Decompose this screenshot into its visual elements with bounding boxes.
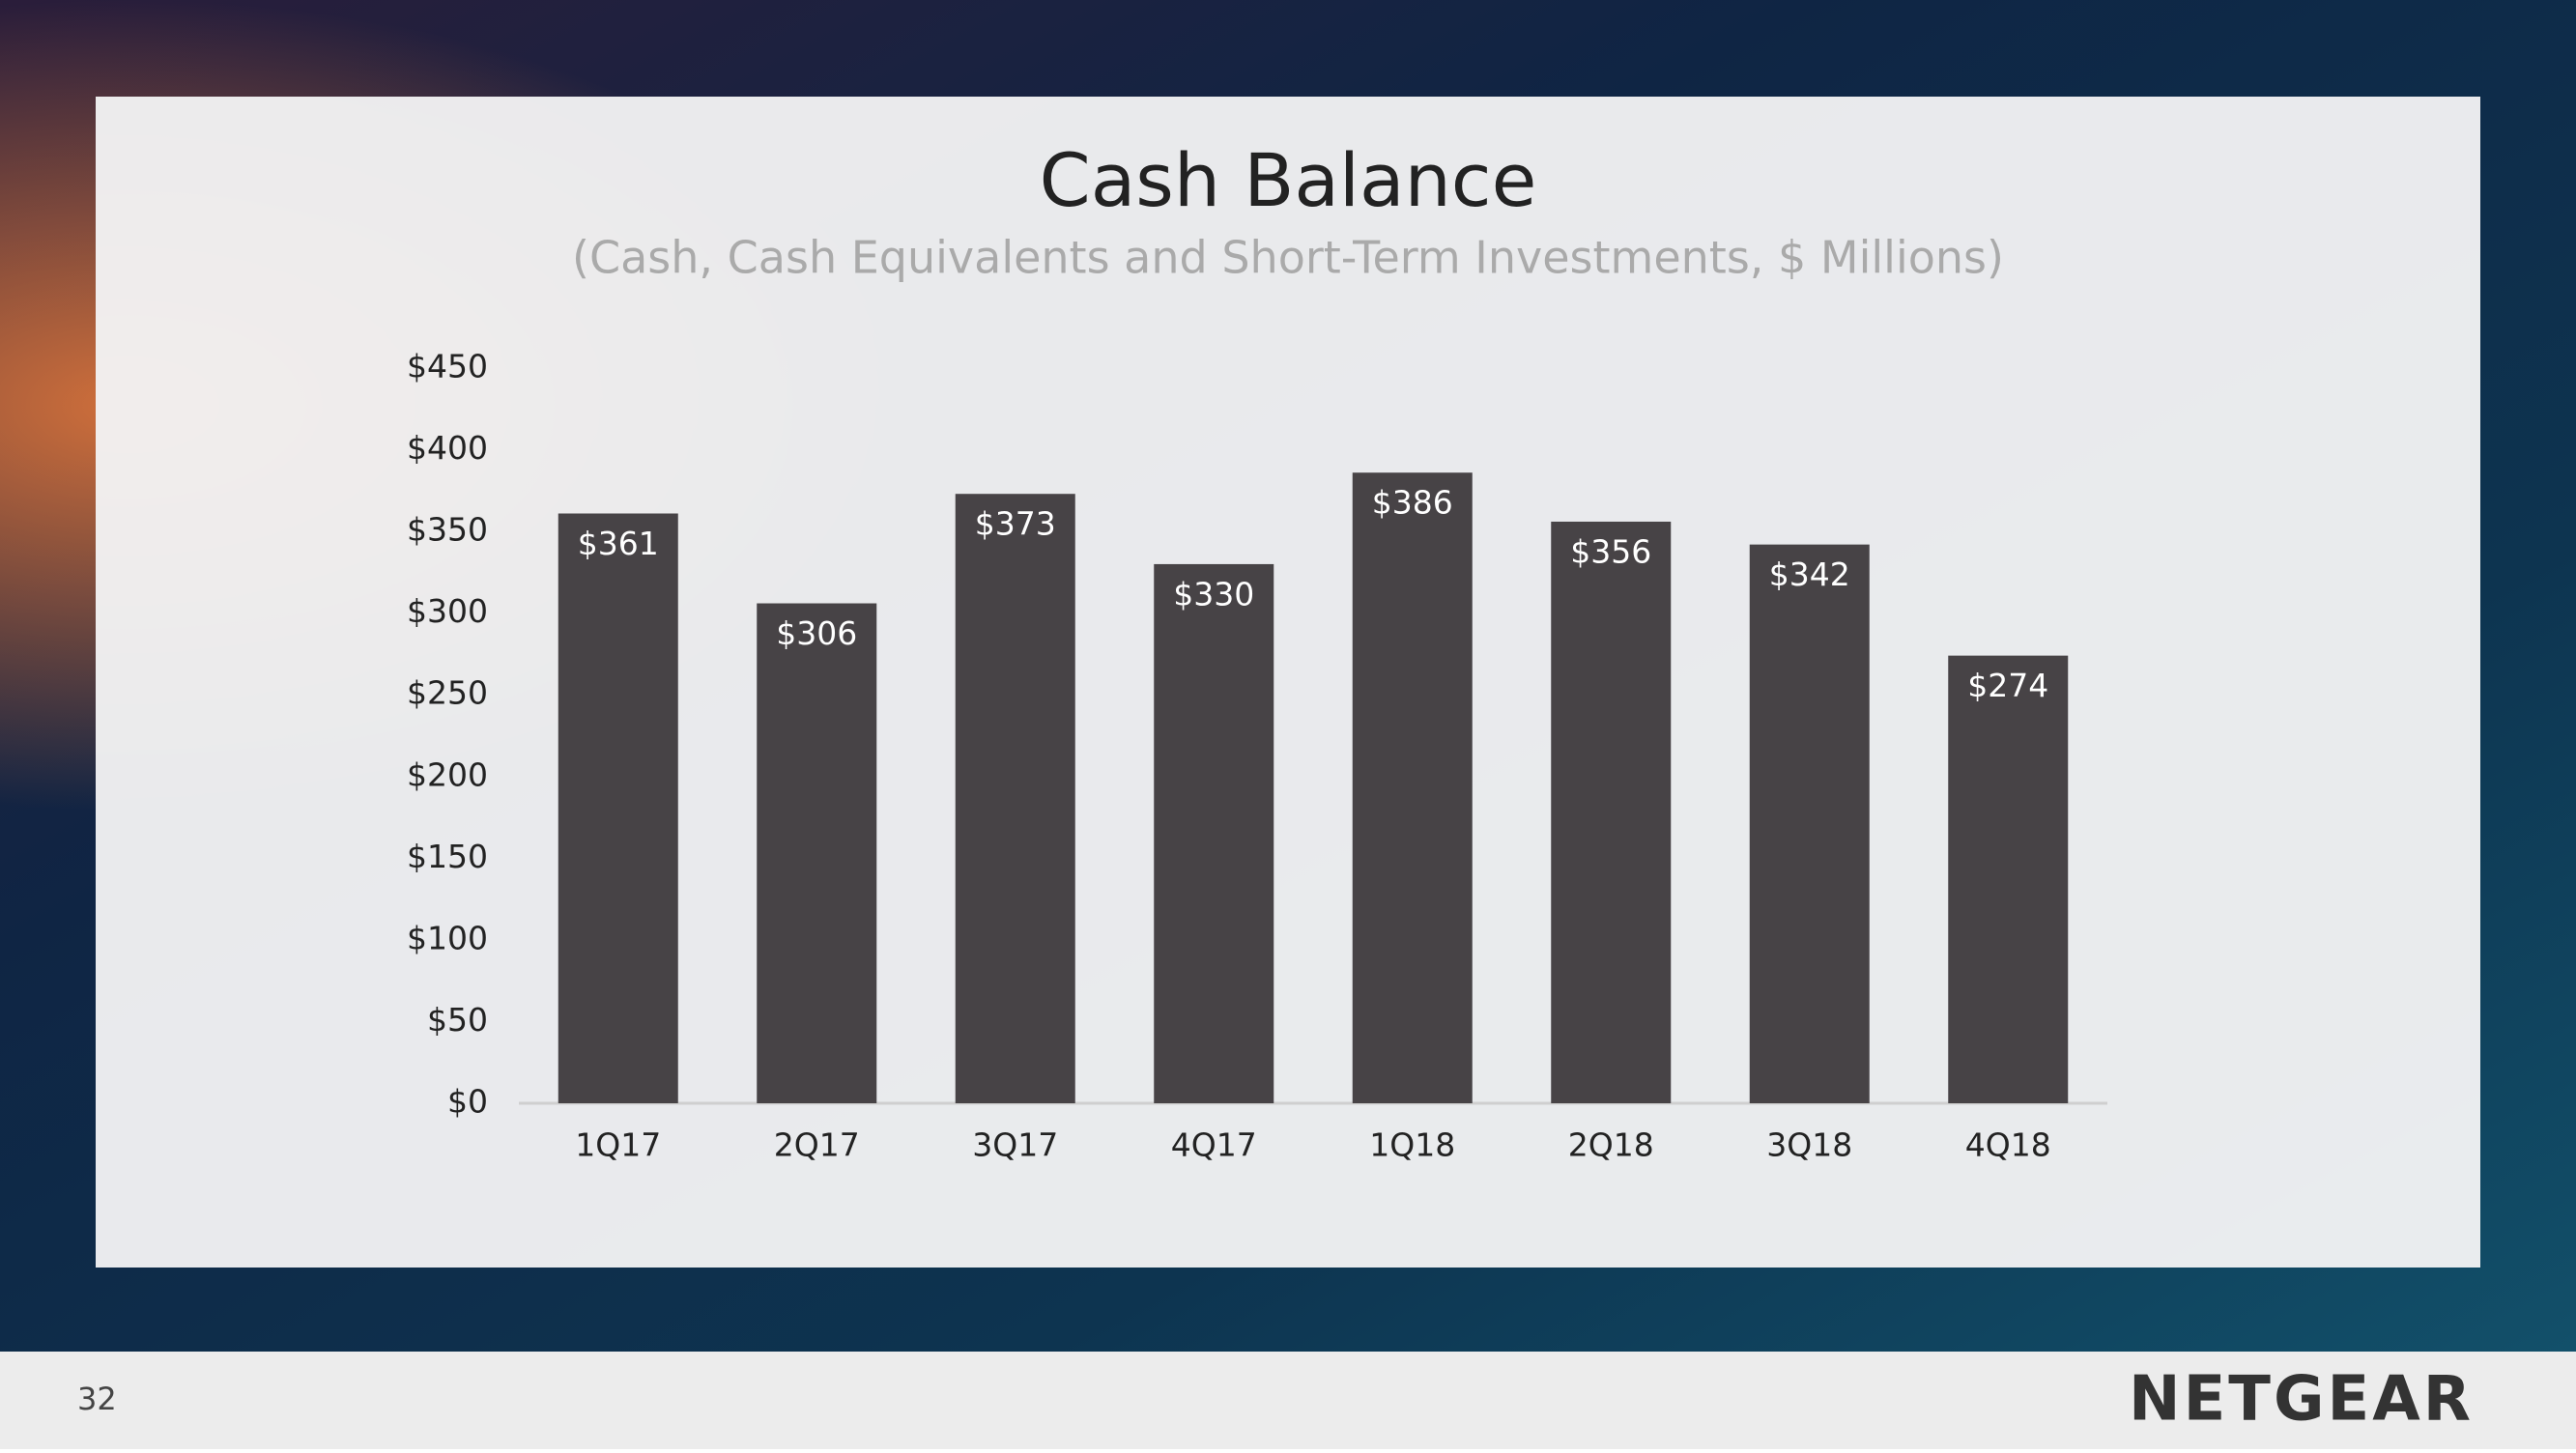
bar [1352, 472, 1473, 1104]
y-tick-label: $200 [407, 755, 488, 793]
y-tick-label: $0 [447, 1083, 488, 1121]
y-tick-label: $350 [407, 511, 488, 549]
chart-subtitle: (Cash, Cash Equivalents and Short-Term I… [572, 232, 2004, 284]
y-tick-label: $50 [427, 1001, 488, 1039]
bar [558, 513, 678, 1103]
bar [1154, 563, 1274, 1103]
x-tick-label: 4Q17 [1171, 1126, 1257, 1164]
y-tick-label: $450 [407, 348, 488, 385]
data-label: $386 [1372, 484, 1453, 522]
y-tick-label: $300 [407, 592, 488, 630]
x-tick-label: 1Q18 [1369, 1126, 1455, 1164]
x-tick-label: 4Q18 [1965, 1126, 2051, 1164]
y-tick-label: $400 [407, 429, 488, 467]
data-label: $342 [1769, 556, 1850, 593]
data-label: $274 [1967, 667, 2048, 704]
data-label: $361 [578, 525, 659, 562]
y-tick-label: $150 [407, 838, 488, 875]
x-tick-label: 2Q17 [774, 1126, 860, 1164]
bar [1749, 544, 1870, 1103]
x-tick-label: 2Q18 [1568, 1126, 1654, 1164]
bar [757, 603, 877, 1103]
bar [1551, 521, 1672, 1103]
x-tick-label: 1Q17 [575, 1126, 661, 1164]
logo: NETGEAR [2129, 1364, 2474, 1436]
bar [955, 494, 1075, 1103]
chart-panel [96, 97, 2480, 1268]
page-number: 32 [77, 1381, 117, 1417]
data-label: $330 [1173, 575, 1254, 613]
footer [0, 1352, 2576, 1449]
x-tick-label: 3Q18 [1766, 1126, 1852, 1164]
y-tick-label: $100 [407, 919, 488, 956]
y-tick-label: $250 [407, 674, 488, 712]
data-label: $373 [975, 505, 1056, 543]
chart-title: Cash Balance [1040, 137, 1537, 223]
x-tick-label: 3Q17 [972, 1126, 1058, 1164]
data-label: $356 [1570, 532, 1651, 570]
data-label: $306 [776, 614, 857, 652]
bar [1948, 655, 2069, 1103]
